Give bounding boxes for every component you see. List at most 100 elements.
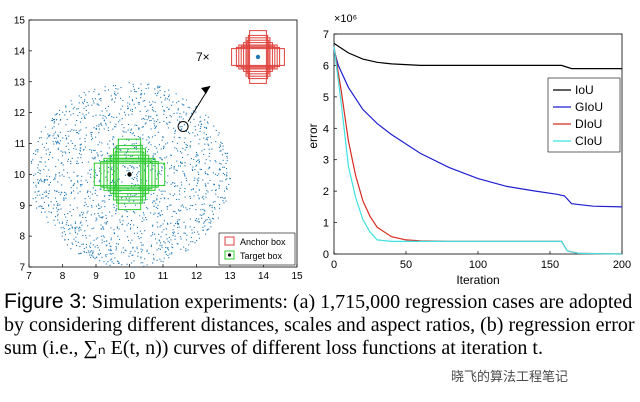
scatter-point xyxy=(83,115,85,117)
scatter-point xyxy=(120,87,122,89)
scatter-point xyxy=(72,208,74,210)
scatter-point xyxy=(157,85,159,87)
scatter-point xyxy=(37,191,39,193)
scatter-point xyxy=(172,233,174,235)
scatter-point xyxy=(227,152,229,154)
scatter-point xyxy=(198,233,200,235)
scatter-point xyxy=(117,243,119,245)
scatter-point xyxy=(184,165,186,167)
scatter-point xyxy=(176,142,178,144)
scatter-point xyxy=(163,113,165,115)
scatter-point xyxy=(98,128,100,130)
scatter-point xyxy=(178,136,180,138)
scatter-point xyxy=(197,180,199,182)
scatter-point xyxy=(177,243,179,245)
scatter-point xyxy=(170,116,172,118)
scatter-point xyxy=(43,179,45,181)
scatter-point xyxy=(60,119,62,121)
y-tick-label: 15 xyxy=(14,16,26,27)
scatter-point xyxy=(159,248,161,250)
scatter-point xyxy=(59,140,61,142)
scatter-point xyxy=(114,146,116,148)
scatter-point xyxy=(155,238,157,240)
x-tick-label: 8 xyxy=(60,271,66,282)
scatter-point xyxy=(39,180,41,182)
scatter-point xyxy=(41,211,43,213)
scatter-point xyxy=(171,243,173,245)
scatter-point xyxy=(133,88,135,90)
scatter-point xyxy=(41,207,43,209)
scatter-point xyxy=(123,131,125,133)
scatter-point xyxy=(90,134,92,136)
scatter-point xyxy=(144,100,146,102)
scatter-point xyxy=(95,114,97,116)
scatter-point xyxy=(49,134,51,136)
scatter-point xyxy=(127,129,129,131)
scatter-point xyxy=(150,169,152,171)
scatter-point xyxy=(114,94,116,96)
scatter-point xyxy=(129,132,131,134)
scatter-point xyxy=(199,168,201,170)
scatter-point xyxy=(90,151,92,153)
scatter-point xyxy=(83,205,85,207)
scatter-point xyxy=(74,227,76,229)
scatter-point xyxy=(56,201,58,203)
scatter-point xyxy=(77,114,79,116)
scatter-point xyxy=(130,227,132,229)
scatter-point xyxy=(89,197,91,199)
scatter-point xyxy=(100,206,102,208)
scatter-point xyxy=(76,207,78,209)
scatter-point xyxy=(168,99,170,101)
scatter-point xyxy=(162,190,164,192)
scatter-point xyxy=(190,197,192,199)
scatter-point xyxy=(89,173,91,175)
scatter-point xyxy=(43,201,45,203)
scatter-point xyxy=(152,157,154,159)
scatter-point xyxy=(165,143,167,145)
scatter-point xyxy=(111,116,113,118)
scatter-point xyxy=(133,224,135,226)
scatter-point xyxy=(117,260,119,262)
scatter-point xyxy=(159,157,161,159)
scatter-point xyxy=(115,183,117,185)
scatter-point xyxy=(222,166,224,168)
scatter-point xyxy=(104,201,106,203)
scatter-point xyxy=(146,189,148,191)
scatter-point xyxy=(101,212,103,214)
scatter-point xyxy=(135,97,137,99)
scatter-point xyxy=(225,162,227,164)
scatter-point xyxy=(104,159,106,161)
scatter-point xyxy=(42,197,44,199)
scatter-point xyxy=(136,124,138,126)
scatter-point xyxy=(177,109,179,111)
scatter-point xyxy=(177,232,179,234)
scatter-point xyxy=(80,180,82,182)
scatter-point xyxy=(69,204,71,206)
scatter-point xyxy=(219,180,221,182)
scatter-point xyxy=(196,164,198,166)
scatter-point xyxy=(121,181,123,183)
scatter-point xyxy=(127,105,129,107)
scatter-point xyxy=(77,108,79,110)
scatter-point xyxy=(156,221,158,223)
scatter-point xyxy=(74,197,76,199)
scatter-point xyxy=(148,137,150,139)
scatter-point xyxy=(43,181,45,183)
scatter-point xyxy=(181,204,183,206)
scatter-point xyxy=(117,88,119,90)
scatter-point xyxy=(47,221,49,223)
scatter-point xyxy=(150,128,152,130)
scatter-point xyxy=(199,138,201,140)
scatter-point xyxy=(118,228,120,230)
scatter-point xyxy=(67,130,69,132)
scatter-point xyxy=(175,223,177,225)
scatter-point xyxy=(110,227,112,229)
scatter-point xyxy=(129,103,131,105)
scatter-point xyxy=(207,228,209,230)
scatter-point xyxy=(37,179,39,181)
scatter-point xyxy=(78,133,80,135)
scatter-point xyxy=(103,228,105,230)
scatter-point xyxy=(211,210,213,212)
scatter-point xyxy=(181,162,183,164)
